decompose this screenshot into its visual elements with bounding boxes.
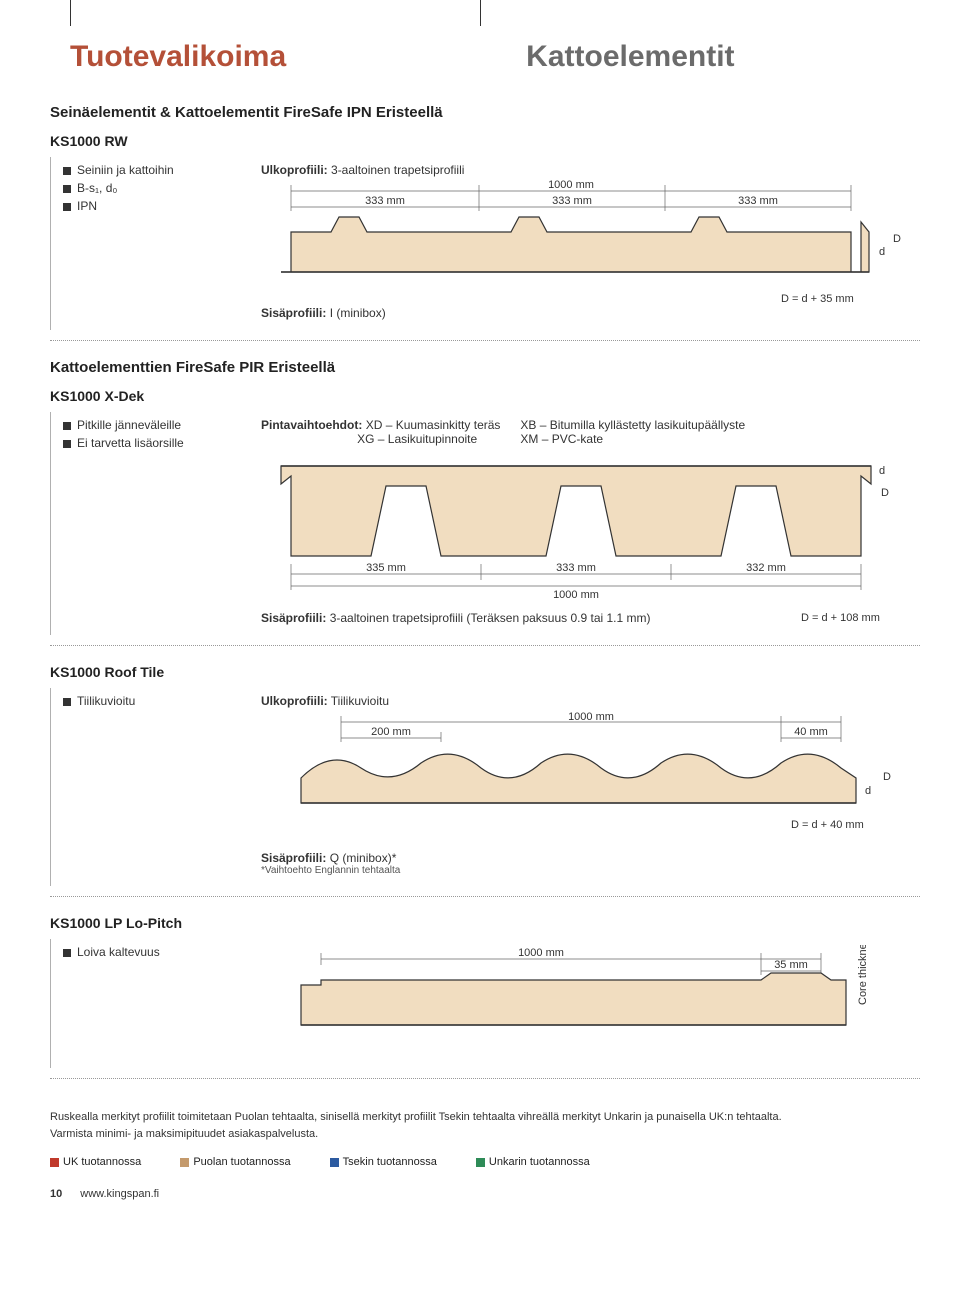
svg-text:1000 mm: 1000 mm (553, 589, 599, 601)
section2-title: Kattoelementtien FireSafe PIR Eristeellä (50, 359, 920, 376)
svg-text:335 mm: 335 mm (366, 562, 406, 574)
page-footer: 10 www.kingspan.fi (50, 1188, 920, 1200)
svg-text:332 mm: 332 mm (746, 562, 786, 574)
section2-surface: Pintavaihtoehdot: XD – Kuumasinkitty ter… (261, 418, 920, 446)
svg-text:Core thickness: Core thickness (857, 945, 869, 1005)
section1-model: KS1000 RW (50, 133, 920, 149)
svg-text:200 mm: 200 mm (371, 726, 411, 738)
page-title-left: Tuotevalikoima (70, 40, 286, 74)
section2-model: KS1000 X-Dek (50, 388, 920, 404)
section1-bullets: Seiniin ja kattoihin B-s₁, d₀ IPN (51, 157, 251, 223)
section1-diagram: 1000 mm 333 mm 333 mm 333 mm d D D = d +… (261, 177, 901, 307)
svg-text:D = d + 35 mm: D = d + 35 mm (781, 293, 854, 305)
section4-diagram: 1000 mm 35 mm Core thickness (261, 945, 901, 1055)
section2-diagram: d D 335 mm 333 mm 332 mm 1000 mm D = d +… (261, 446, 901, 626)
svg-text:D: D (883, 771, 891, 783)
section3-inner: Sisäprofiili: Q (minibox)* (261, 851, 920, 865)
svg-text:333 mm: 333 mm (556, 562, 596, 574)
svg-text:D: D (881, 487, 889, 499)
section3-diagram: 1000 mm 200 mm 40 mm d D D = d + 40 mm (261, 708, 901, 848)
section3-model: KS1000 Roof Tile (50, 664, 920, 680)
section4-model: KS1000 LP Lo-Pitch (50, 915, 920, 931)
section3-bullets: Tiilikuvioitu (51, 688, 251, 718)
section4-bullets: Loiva kaltevuus (51, 939, 251, 969)
svg-text:40 mm: 40 mm (794, 726, 828, 738)
footer-text: Ruskealla merkityt profiilit toimitetaan… (50, 1109, 920, 1142)
svg-text:D = d + 108 mm: D = d + 108 mm (801, 612, 880, 624)
section1-title: Seinäelementit & Kattoelementit FireSafe… (50, 104, 920, 121)
svg-text:35 mm: 35 mm (774, 959, 808, 971)
svg-text:D: D (893, 233, 901, 245)
svg-text:333 mm: 333 mm (365, 195, 405, 207)
svg-text:333 mm: 333 mm (552, 195, 592, 207)
legend: UK tuotannossa Puolan tuotannossa Tsekin… (50, 1156, 920, 1168)
svg-text:1000 mm: 1000 mm (518, 947, 564, 959)
svg-text:d: d (879, 465, 885, 477)
svg-text:D = d + 40 mm: D = d + 40 mm (791, 819, 864, 831)
page-title-right: Kattoelementit (526, 40, 734, 74)
section1-inner: Sisäprofiili: I (minibox) (261, 306, 920, 320)
section3-footnote: *Vaihtoehto Englannin tehtaalta (261, 865, 920, 876)
section1-outer: Ulkoprofiili: 3-aaltoinen trapetsiprofii… (261, 163, 920, 177)
svg-text:d: d (879, 246, 885, 258)
section2-bullets: Pitkille jänneväleille Ei tarvetta lisäo… (51, 412, 251, 460)
svg-text:d: d (865, 785, 871, 797)
svg-text:1000 mm: 1000 mm (548, 179, 594, 191)
svg-text:1000 mm: 1000 mm (568, 711, 614, 723)
svg-text:333 mm: 333 mm (738, 195, 778, 207)
section3-outer: Ulkoprofiili: Tiilikuvioitu (261, 694, 920, 708)
